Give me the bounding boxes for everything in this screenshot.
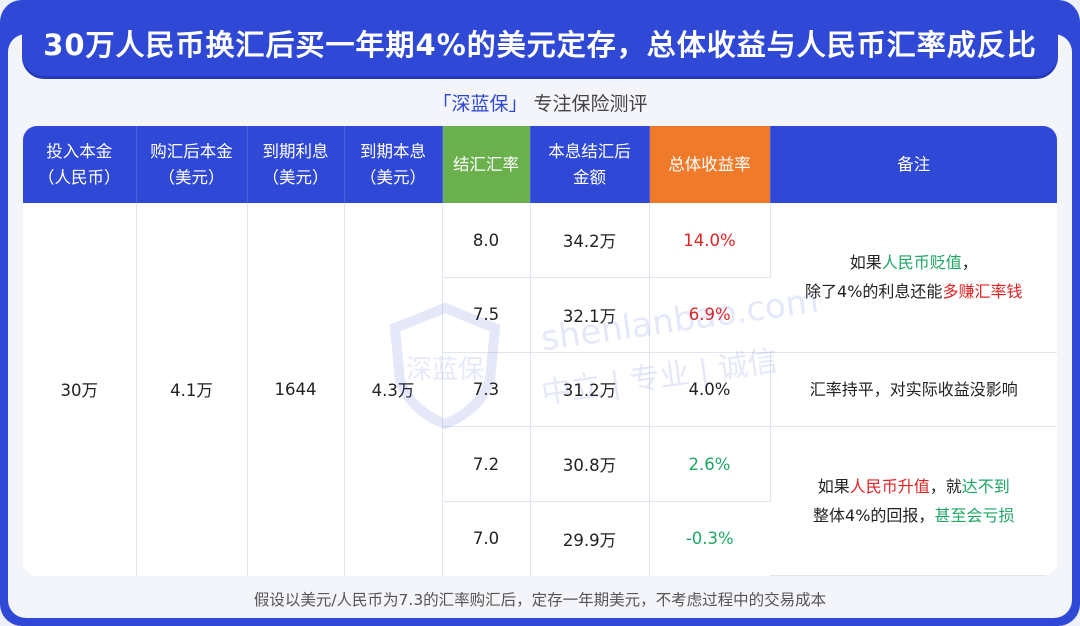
note-depreciate: 如果人民币贬值， 除了4%的利息还能多赚汇率钱 bbox=[770, 203, 1057, 353]
cell-amount: 29.9万 bbox=[530, 501, 650, 576]
cell-yield: 6.9% bbox=[649, 277, 770, 353]
footnote: 假设以美元/人民币为7.3的汇率购汇后，定存一年期美元，不考虑过程中的交易成本 bbox=[253, 591, 827, 609]
cell-rate: 7.5 bbox=[442, 277, 531, 353]
table-row: 30万 4.1万 1644 4.3万 8.0 34.2万 14.0% 如果人民币… bbox=[23, 203, 1057, 576]
cell-amount: 31.2万 bbox=[530, 352, 650, 428]
cell-amount: 32.1万 bbox=[530, 277, 650, 353]
subtitle: 「深蓝保」 专注保险测评 bbox=[0, 90, 1080, 118]
cell-yield: 4.0% bbox=[649, 352, 771, 428]
header-interest-usd: 到期利息 （美元） bbox=[247, 126, 345, 203]
cell-rate: 7.0 bbox=[442, 501, 531, 576]
table-row: 7.0 29.9万 -0.3% bbox=[23, 501, 1057, 576]
cell-amount: 30.8万 bbox=[530, 426, 650, 502]
note-flat: 汇率持平，对实际收益没影响 bbox=[770, 352, 1057, 428]
cell-principal-rmb: 30万 bbox=[23, 203, 137, 576]
table-header-row: 投入本金 （人民币） 购汇后本金 （美元） 到期利息 （美元） 到期本息 （美元） 结汇… bbox=[23, 126, 1057, 203]
brand-name: 「深蓝保」 bbox=[432, 93, 528, 115]
table-row: 7.3 31.2万 4.0% 汇率持平，对实际收益没影响 bbox=[23, 352, 1057, 428]
cell-yield: 14.0% bbox=[649, 203, 771, 279]
cell-rate: 7.3 bbox=[442, 352, 531, 428]
header-exchange-rate: 结汇汇率 bbox=[442, 126, 531, 203]
header-principal-usd: 购汇后本金 （美元） bbox=[136, 126, 248, 203]
cell-total-usd: 4.3万 bbox=[344, 203, 443, 576]
cell-rate: 7.2 bbox=[442, 426, 531, 502]
page-title: 30万人民币换汇后买一年期4%的美元定存，总体收益与人民币汇率成反比 bbox=[43, 28, 1037, 62]
subtitle-text: 专注保险测评 bbox=[533, 93, 648, 115]
table-row: 7.5 32.1万 6.9% bbox=[23, 277, 1057, 353]
title-banner: 30万人民币换汇后买一年期4%的美元定存，总体收益与人民币汇率成反比 bbox=[22, 10, 1058, 76]
cell-rate: 8.0 bbox=[442, 203, 531, 279]
comparison-table: 投入本金 （人民币） 购汇后本金 （美元） 到期利息 （美元） 到期本息 （美元） 结汇… bbox=[23, 126, 1057, 576]
comparison-table-container: 投入本金 （人民币） 购汇后本金 （美元） 到期利息 （美元） 到期本息 （美元） 结汇… bbox=[23, 126, 1057, 576]
cell-principal-usd: 4.1万 bbox=[136, 203, 248, 576]
header-total-usd: 到期本息 （美元） bbox=[344, 126, 443, 203]
header-principal-rmb: 投入本金 （人民币） bbox=[23, 126, 137, 203]
cell-yield: 2.6% bbox=[649, 426, 771, 502]
cell-amount: 34.2万 bbox=[530, 203, 650, 279]
header-notes: 备注 bbox=[770, 126, 1057, 203]
table-row: 7.2 30.8万 2.6% 如果人民币升值，就达不到 整体4%的回报，甚至会亏… bbox=[23, 426, 1057, 576]
header-settled-amount: 本息结汇后 金额 bbox=[530, 126, 650, 203]
note-appreciate: 如果人民币升值，就达不到 整体4%的回报，甚至会亏损 bbox=[770, 426, 1057, 576]
cell-yield: -0.3% bbox=[685, 529, 734, 549]
header-total-yield: 总体收益率 bbox=[649, 126, 771, 203]
cell-interest-usd: 1644 bbox=[247, 203, 345, 576]
